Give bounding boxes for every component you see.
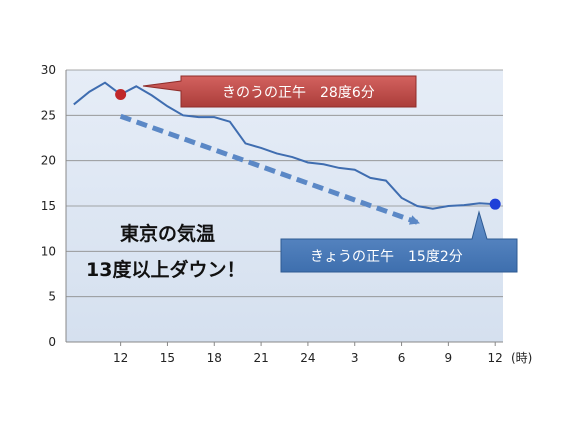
x-tick-label: 12 xyxy=(113,351,128,365)
y-tick-label: 25 xyxy=(41,108,56,122)
y-tick-label: 10 xyxy=(41,244,56,258)
highlight-point xyxy=(489,198,501,210)
x-tick-label: 15 xyxy=(160,351,175,365)
temperature-line xyxy=(73,81,496,210)
y-tick-label: 5 xyxy=(48,290,56,304)
trend-arrow xyxy=(119,113,420,225)
headline-line2: 13度以上ダウン！ xyxy=(86,258,245,281)
today-callout: きょうの正午 15度2分 xyxy=(280,210,518,273)
y-tick-label: 20 xyxy=(41,154,56,168)
x-axis: 12 15 18 21 24 3 6 9 12 xyxy=(113,342,503,365)
y-axis: 0 5 10 15 20 25 30 xyxy=(41,63,56,349)
x-tick-label: 21 xyxy=(253,351,268,365)
yesterday-callout: きのうの正午 28度6分 xyxy=(142,75,417,108)
x-axis-unit: (時) xyxy=(511,351,532,365)
today-callout-text: きょうの正午 15度2分 xyxy=(310,249,463,265)
y-tick-label: 0 xyxy=(48,335,56,349)
yesterday-callout-text: きのうの正午 28度6分 xyxy=(222,85,375,101)
y-tick-label: 30 xyxy=(41,63,56,77)
highlight-markers xyxy=(115,88,501,210)
x-tick-label: 24 xyxy=(300,351,315,365)
x-tick-label: 9 xyxy=(445,351,453,365)
y-tick-label: 15 xyxy=(41,199,56,213)
headline-line1: 東京の気温 xyxy=(120,222,215,245)
highlight-point xyxy=(115,88,127,100)
x-tick-label: 18 xyxy=(207,351,222,365)
x-tick-label: 12 xyxy=(488,351,503,365)
x-tick-label: 3 xyxy=(351,351,359,365)
x-tick-label: 6 xyxy=(398,351,406,365)
